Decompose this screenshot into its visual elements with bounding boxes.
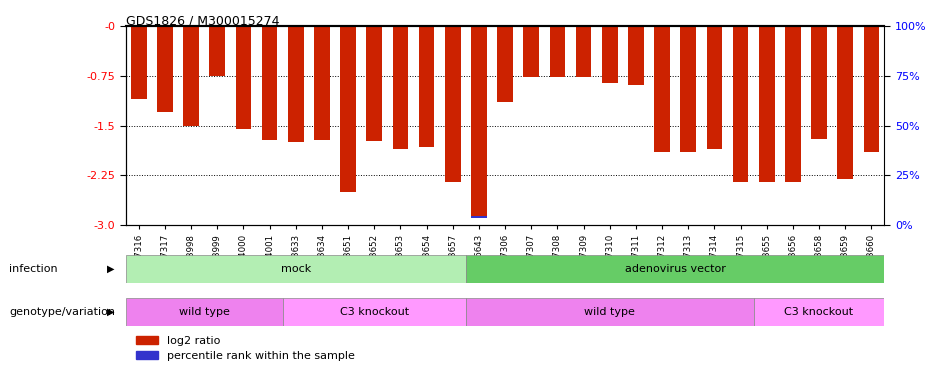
Bar xyxy=(628,26,643,84)
Bar xyxy=(262,26,277,140)
Text: adenovirus vector: adenovirus vector xyxy=(625,264,725,274)
Bar xyxy=(283,298,466,326)
Text: C3 knockout: C3 knockout xyxy=(340,307,409,317)
Bar xyxy=(393,26,409,149)
Bar xyxy=(131,26,146,99)
Bar xyxy=(753,298,884,326)
Legend: log2 ratio, percentile rank within the sample: log2 ratio, percentile rank within the s… xyxy=(131,331,359,366)
Bar xyxy=(419,26,435,147)
Bar xyxy=(575,26,591,76)
Bar xyxy=(209,26,225,76)
Text: GDS1826 / M300015274: GDS1826 / M300015274 xyxy=(126,15,279,28)
Text: genotype/variation: genotype/variation xyxy=(9,307,115,317)
Text: ▶: ▶ xyxy=(107,307,115,317)
Bar xyxy=(733,26,749,182)
Text: mock: mock xyxy=(280,264,311,274)
Bar xyxy=(811,26,827,139)
Bar xyxy=(466,255,884,283)
Bar xyxy=(837,26,853,178)
Bar xyxy=(549,26,565,77)
Bar xyxy=(785,26,801,182)
Bar xyxy=(126,255,466,283)
Bar xyxy=(707,26,722,149)
Bar xyxy=(864,26,879,152)
Bar xyxy=(523,26,539,76)
Bar xyxy=(288,26,304,142)
Text: wild type: wild type xyxy=(179,307,230,317)
Bar xyxy=(759,26,775,182)
Bar xyxy=(471,216,487,218)
Bar xyxy=(183,26,199,126)
Bar xyxy=(466,298,753,326)
Bar xyxy=(367,26,382,141)
Bar xyxy=(340,26,356,192)
Bar xyxy=(681,26,696,152)
Bar xyxy=(314,26,330,140)
Bar xyxy=(471,26,487,218)
Text: wild type: wild type xyxy=(585,307,635,317)
Text: C3 knockout: C3 knockout xyxy=(785,307,854,317)
Bar xyxy=(601,26,617,82)
Text: infection: infection xyxy=(9,264,58,274)
Text: ▶: ▶ xyxy=(107,264,115,274)
Bar xyxy=(445,26,461,182)
Bar xyxy=(236,26,251,129)
Bar xyxy=(157,26,173,112)
Bar xyxy=(126,298,283,326)
Bar xyxy=(497,26,513,102)
Bar xyxy=(654,26,670,152)
